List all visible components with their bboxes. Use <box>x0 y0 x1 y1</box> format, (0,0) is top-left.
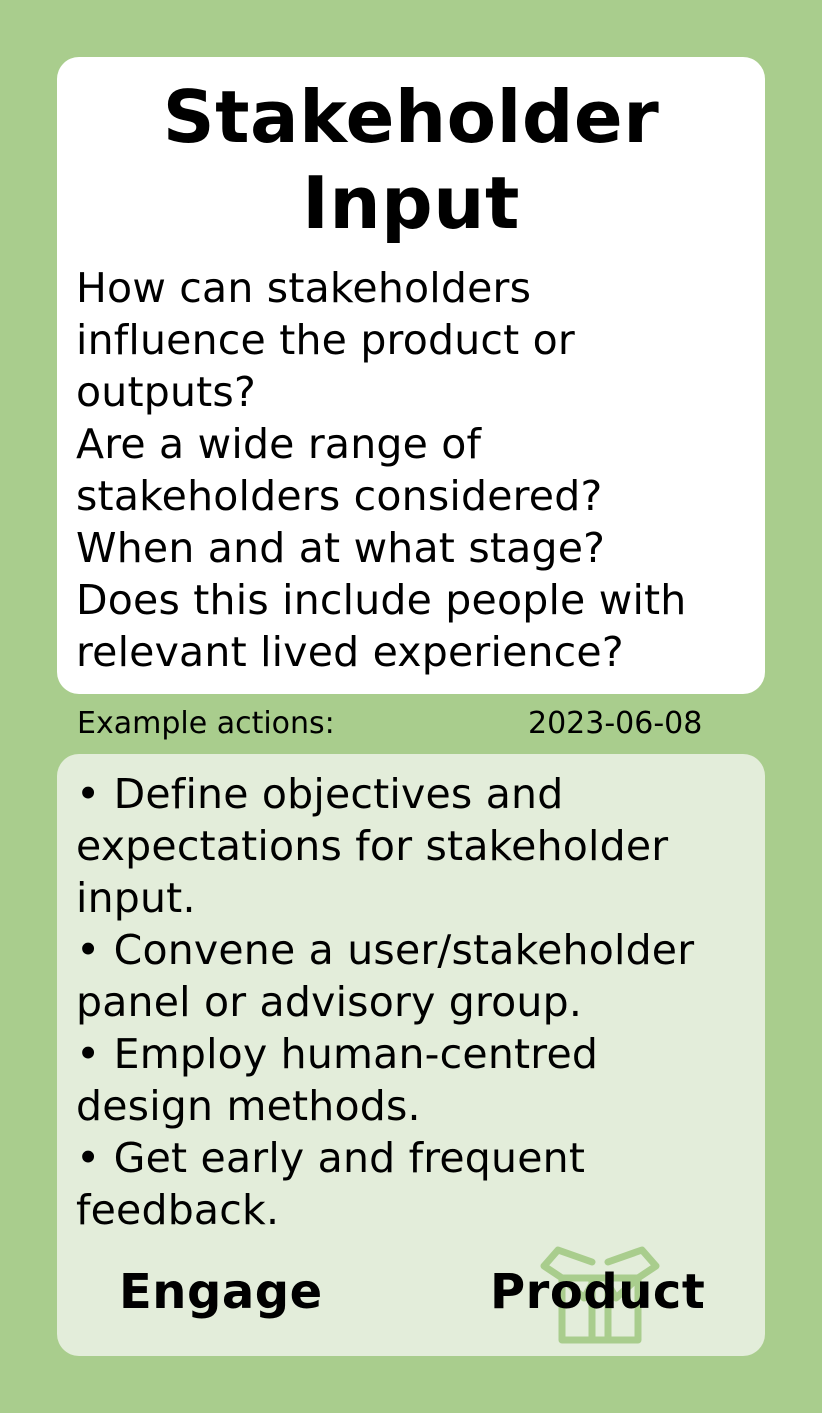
action-line: input. <box>76 874 196 922</box>
question-line: relevant lived experience? <box>76 628 624 676</box>
question-line: When and at what stage? <box>76 524 606 572</box>
question-line: outputs? <box>76 368 256 416</box>
action-line: feedback. <box>76 1186 280 1234</box>
question-card <box>57 57 765 694</box>
example-actions-label: Example actions: <box>77 706 335 741</box>
question-line: How can stakeholders <box>76 264 532 312</box>
action-line: • Convene a user/stakeholder <box>76 926 695 974</box>
title-line: Input <box>302 161 520 245</box>
action-line: • Get early and frequent <box>76 1134 586 1182</box>
question-line: stakeholders considered? <box>76 472 603 520</box>
action-line: panel or advisory group. <box>76 978 583 1026</box>
title-line: Stakeholder <box>162 75 660 159</box>
question-line: influence the product or <box>76 316 575 364</box>
card-date: 2023-06-08 <box>528 706 703 741</box>
card-title: Stakeholder Input <box>0 74 822 246</box>
action-list: • Define objectives and expectations for… <box>76 768 756 1236</box>
question-line: Does this include people with <box>76 576 687 624</box>
action-line: • Employ human-centred <box>76 1030 599 1078</box>
question-line: Are a wide range of <box>76 420 482 468</box>
action-line: design methods. <box>76 1082 421 1130</box>
category-tag-product: Product <box>490 1264 706 1320</box>
action-line: expectations for stakeholder <box>76 822 669 870</box>
action-line: • Define objectives and <box>76 770 564 818</box>
product-box-icon <box>540 1246 660 1344</box>
category-tag-engage: Engage <box>119 1264 323 1320</box>
question-list: How can stakeholders influence the produ… <box>76 262 756 678</box>
